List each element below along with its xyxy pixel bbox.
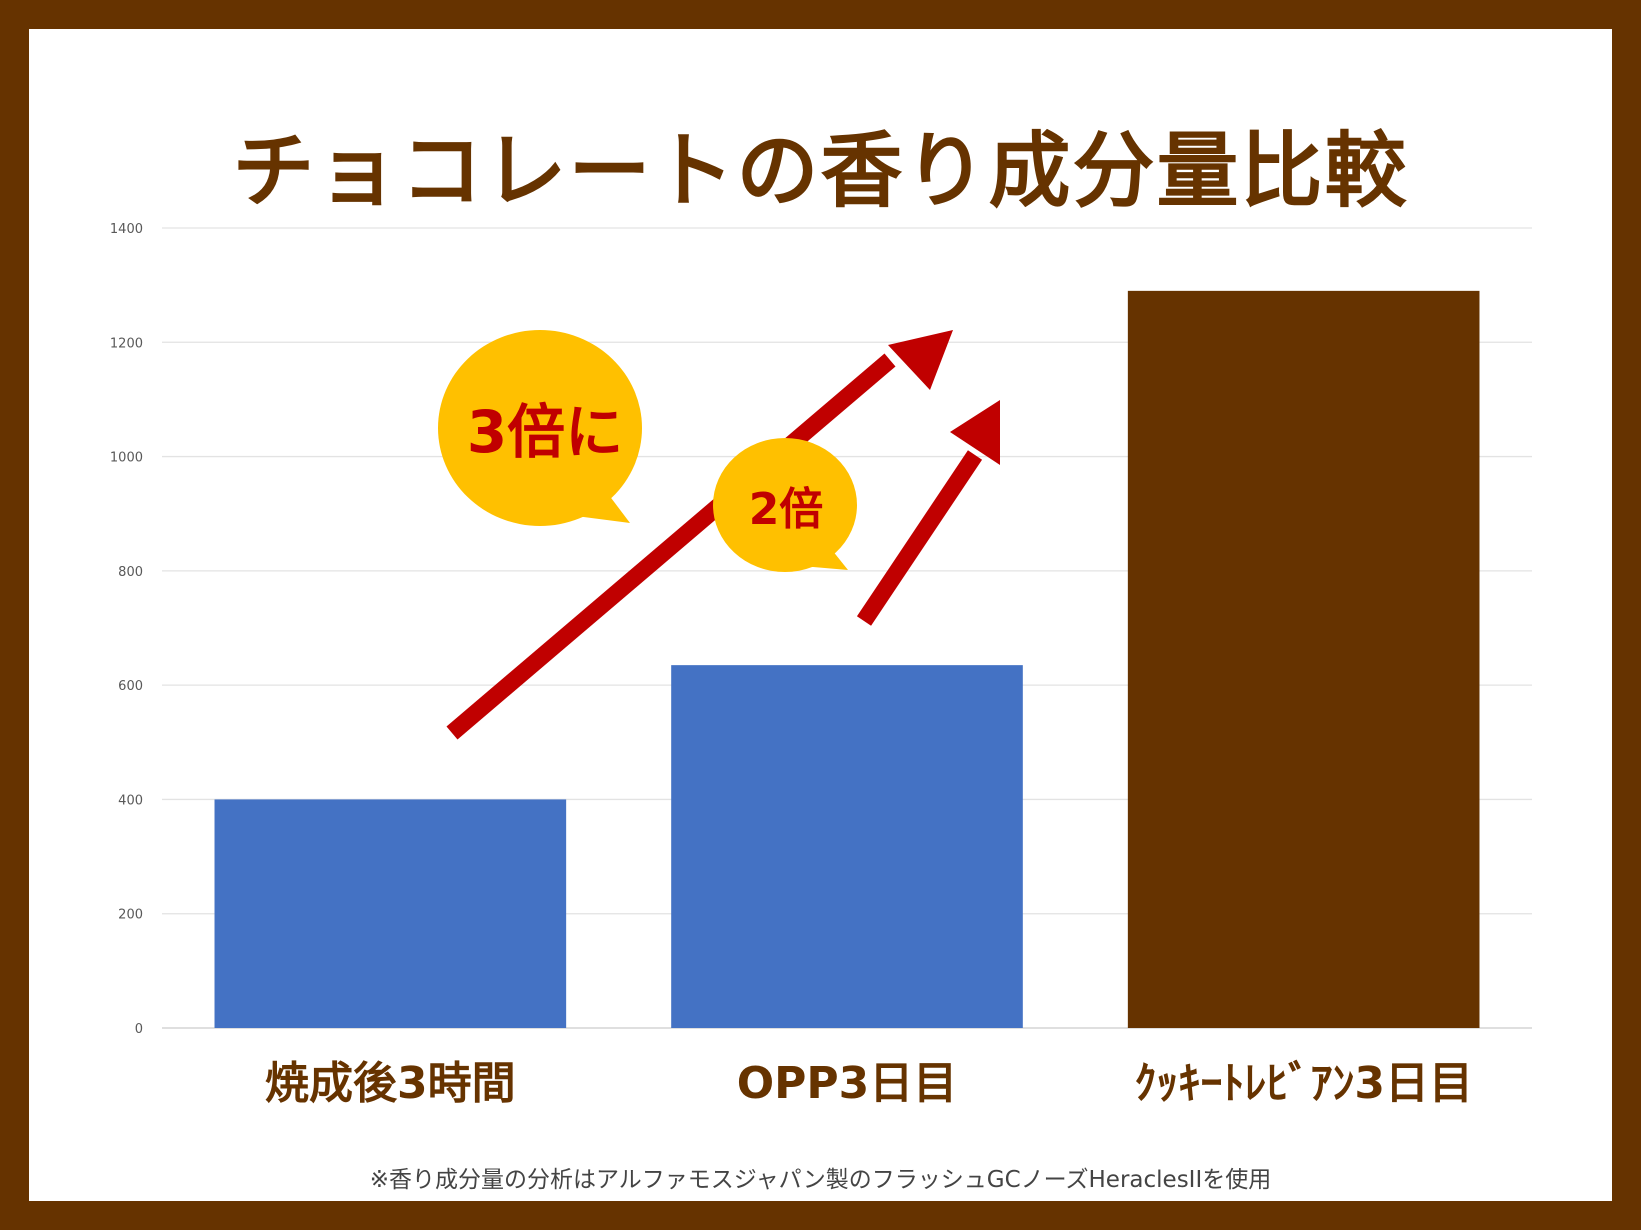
- y-tick-label: 1000: [110, 451, 143, 466]
- bar: [1127, 290, 1480, 1028]
- x-category-labels: 焼成後3時間 OPP3日目 ｸｯｷｰﾄﾚﾋﾞｱﾝ3日目: [265, 1058, 1473, 1109]
- bubble-3x: 3倍に: [438, 330, 642, 526]
- x-category-label: 焼成後3時間: [265, 1058, 516, 1109]
- y-tick-label: 1400: [110, 222, 143, 237]
- bar: [671, 665, 1023, 1028]
- bars: [214, 290, 1480, 1028]
- y-tick-label: 1200: [110, 336, 143, 351]
- bubble-2x-label: 2倍: [749, 484, 824, 535]
- chart-title: チョコレートの香り成分量比較: [232, 124, 1409, 219]
- arrow-2x-head: [950, 400, 1000, 465]
- bar: [214, 799, 567, 1028]
- arrow-3x: [446, 330, 953, 740]
- bubble-3x-label: 3倍に: [467, 398, 623, 466]
- y-tick-label: 200: [118, 908, 143, 923]
- y-tick-label: 600: [118, 679, 143, 694]
- bubble-2x-tail: [790, 535, 848, 570]
- y-tick-label: 0: [135, 1022, 143, 1037]
- x-category-label: ｸｯｷｰﾄﾚﾋﾞｱﾝ3日目: [1134, 1058, 1473, 1109]
- arrow-3x-line: [446, 353, 896, 740]
- arrow-2x-line: [856, 450, 983, 626]
- arrow-3x-head: [888, 330, 953, 390]
- y-tick-labels: 0 200 400 600 800 1000 1200 1400: [110, 222, 143, 1037]
- bubble-3x-tail: [545, 470, 630, 523]
- y-tick-label: 400: [118, 793, 143, 808]
- y-tick-label: 800: [118, 565, 143, 580]
- bubble-2x: 2倍: [713, 438, 857, 572]
- x-category-label: OPP3日目: [737, 1058, 958, 1109]
- arrow-2x: [856, 400, 1000, 626]
- footnote: ※香り成分量の分析はアルファモスジャパン製のフラッシュGCノーズHeracles…: [369, 1167, 1272, 1193]
